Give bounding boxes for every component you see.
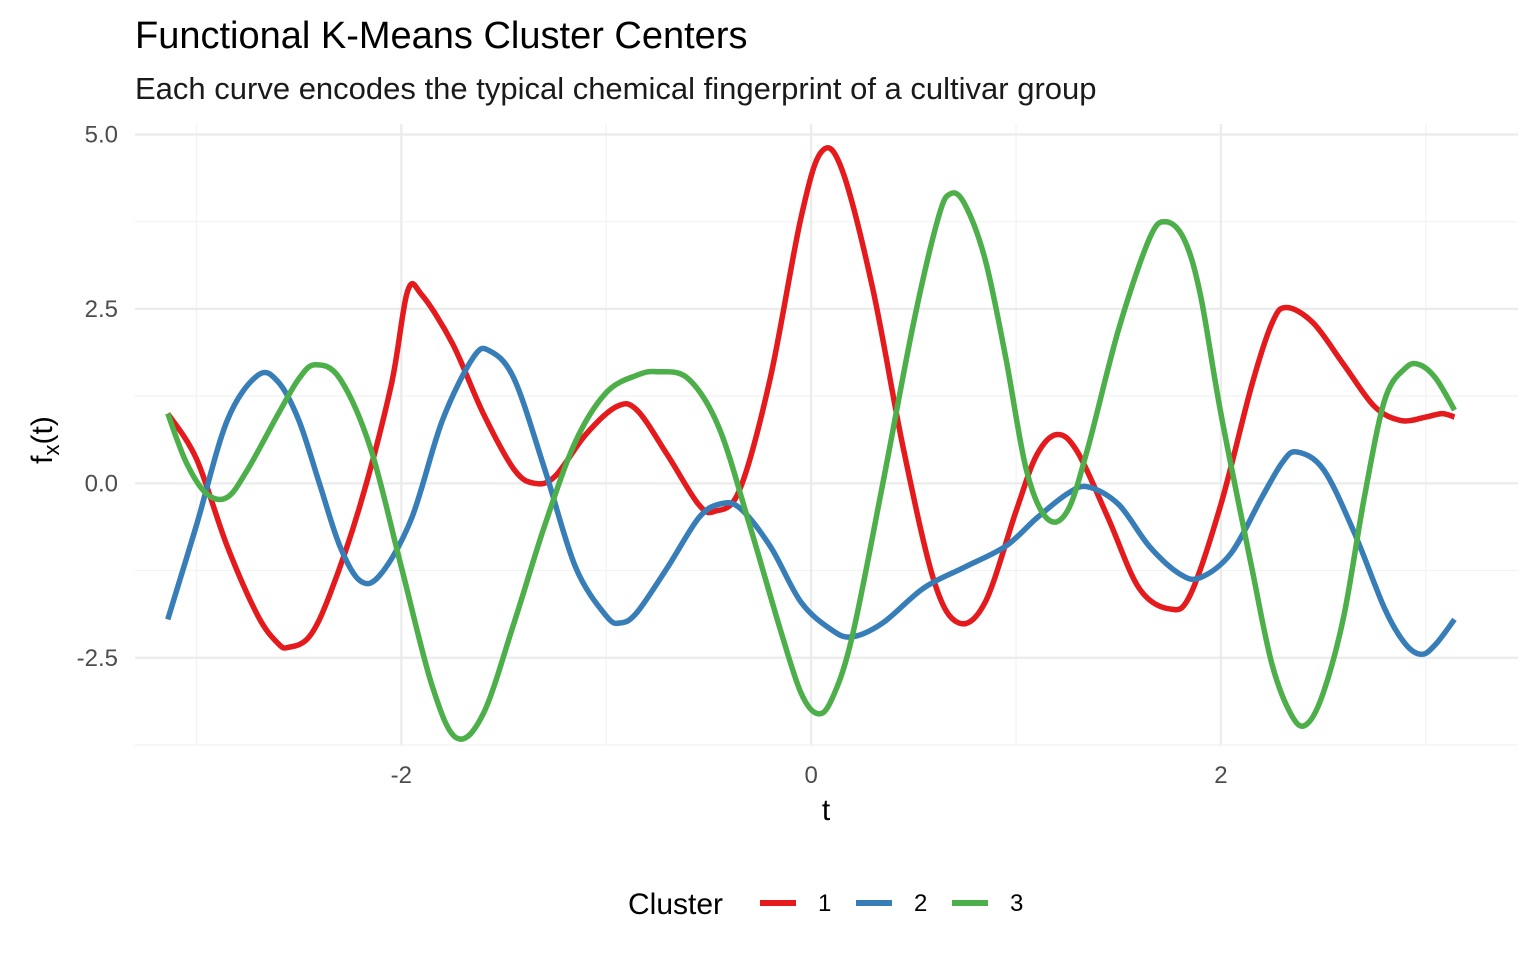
chart-subtitle: Each curve encodes the typical chemical … <box>135 71 1097 106</box>
series-line-cluster-1 <box>165 145 1456 651</box>
x-axis-tick-labels: -2 0 2 <box>391 762 1228 789</box>
legend: Cluster 1 2 3 <box>628 888 1023 921</box>
legend-label-cluster-1: 1 <box>818 890 831 917</box>
y-axis-title-main: f <box>26 455 59 464</box>
chart-title: Functional K-Means Cluster Centers <box>135 15 747 57</box>
x-tick-label: 0 <box>804 762 817 789</box>
x-tick-label: 2 <box>1214 762 1227 789</box>
y-tick-label: 0.0 <box>85 470 118 497</box>
series-line-cluster-2 <box>165 345 1457 658</box>
y-tick-label: -2.5 <box>77 645 118 672</box>
x-axis-title: t <box>822 794 831 827</box>
series-lines <box>165 145 1457 742</box>
y-axis-title: fx(t) <box>26 416 64 464</box>
major-gridlines <box>135 124 1518 745</box>
legend-label-cluster-2: 2 <box>914 890 927 917</box>
y-axis-title-tail: (t) <box>26 416 59 444</box>
x-tick-label: -2 <box>391 762 412 789</box>
legend-items: 1 2 3 <box>760 890 1023 917</box>
legend-title: Cluster <box>628 888 723 921</box>
minor-gridlines <box>135 124 1518 746</box>
y-axis-tick-labels: -2.5 0.0 2.5 5.0 <box>77 121 118 671</box>
y-tick-label: 5.0 <box>85 121 118 148</box>
y-tick-label: 2.5 <box>85 296 118 323</box>
y-axis-title-subscript: x <box>39 444 64 455</box>
legend-label-cluster-3: 3 <box>1010 890 1023 917</box>
series-line-cluster-3 <box>165 190 1457 742</box>
